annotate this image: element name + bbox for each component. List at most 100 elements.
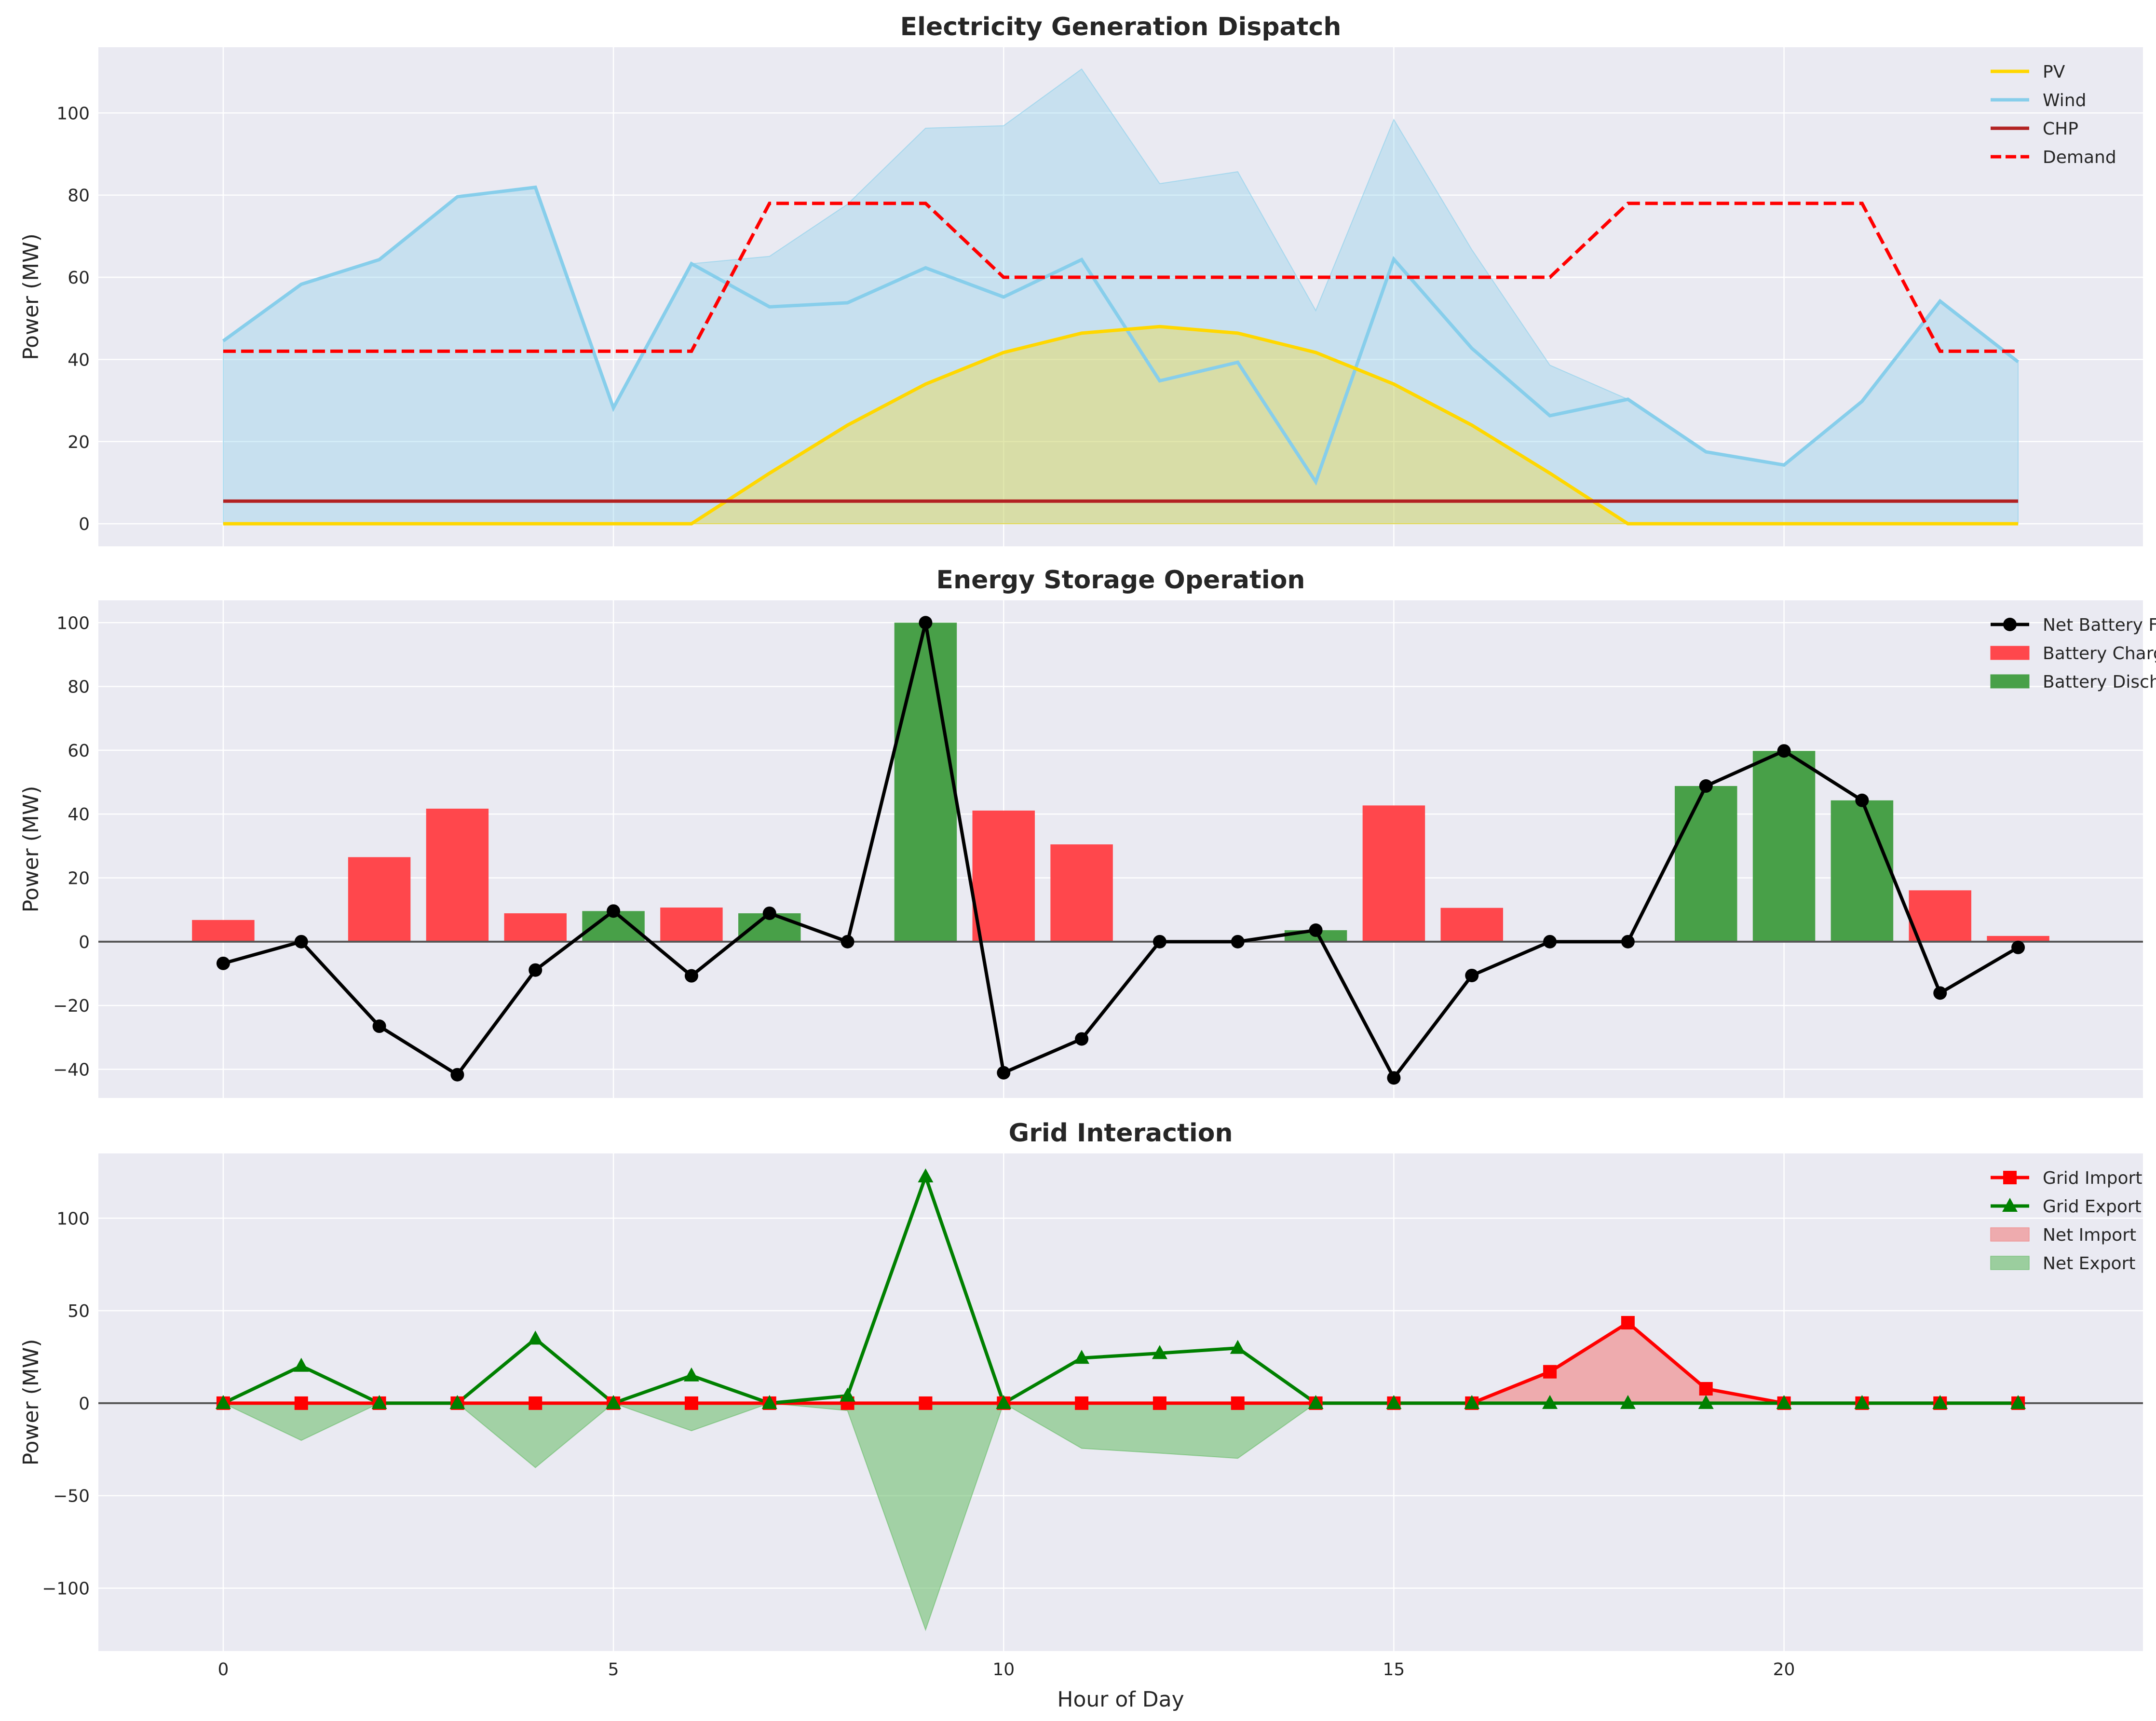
legend-label: PV bbox=[2043, 62, 2065, 82]
legend-marker bbox=[2003, 1171, 2017, 1184]
battery-charging-bar bbox=[426, 808, 489, 942]
grid-export-marker bbox=[528, 1330, 543, 1345]
legend-swatch bbox=[1990, 1256, 2030, 1270]
net-battery-flow-marker bbox=[919, 616, 933, 630]
grid-import-marker bbox=[1699, 1382, 1713, 1396]
grid-export-marker bbox=[293, 1357, 309, 1372]
net-battery-flow-marker bbox=[684, 969, 698, 983]
y-tick-label: 50 bbox=[68, 1301, 90, 1321]
net-battery-flow-marker bbox=[216, 956, 230, 970]
y-tick-label: 40 bbox=[68, 350, 90, 370]
legend-label: Net Export bbox=[2043, 1254, 2135, 1274]
grid-import-marker bbox=[919, 1396, 933, 1410]
net-battery-flow-marker bbox=[1309, 923, 1323, 937]
chart-title: Electricity Generation Dispatch bbox=[900, 13, 1342, 41]
net-battery-flow-marker bbox=[2011, 940, 2025, 954]
grid-import-marker bbox=[1075, 1396, 1089, 1410]
grid-export-marker bbox=[996, 1395, 1012, 1409]
y-axis-label: Power (MW) bbox=[19, 233, 43, 360]
grid-import-marker bbox=[294, 1396, 308, 1410]
grid-import-marker bbox=[1153, 1396, 1166, 1410]
net-battery-flow-line bbox=[222, 622, 2019, 1081]
net-battery-flow-marker bbox=[1621, 935, 1635, 949]
battery-discharging-bar bbox=[894, 623, 957, 942]
grid-export-marker bbox=[606, 1395, 622, 1409]
grid-export-marker bbox=[1230, 1340, 1246, 1354]
grid-import-marker bbox=[1621, 1316, 1635, 1330]
y-tick-label: 0 bbox=[79, 1394, 90, 1414]
x-tick-label: 15 bbox=[1383, 1660, 1405, 1680]
battery-charging-bar bbox=[192, 920, 255, 942]
x-tick-label: 5 bbox=[608, 1660, 619, 1680]
grid-export-marker bbox=[1386, 1395, 1402, 1409]
net-battery-flow-marker bbox=[1933, 986, 1947, 1000]
legend-label: Net Battery Flow bbox=[2043, 615, 2156, 635]
plot-area bbox=[98, 47, 2143, 546]
grid-export-marker bbox=[1932, 1395, 1948, 1409]
grid-export-marker bbox=[1776, 1395, 1792, 1409]
grid-export-marker bbox=[1308, 1395, 1324, 1409]
y-tick-label: 0 bbox=[79, 933, 90, 952]
net-battery-flow-marker bbox=[372, 1019, 386, 1033]
net-battery-flow-marker bbox=[1387, 1071, 1401, 1085]
grid-export-marker bbox=[1464, 1395, 1480, 1409]
y-tick-label: 60 bbox=[68, 268, 90, 288]
y-tick-label: 0 bbox=[79, 515, 90, 534]
y-tick-label: 20 bbox=[68, 869, 90, 889]
legend-label: Wind bbox=[2043, 91, 2086, 110]
net-battery-flow-marker bbox=[1855, 793, 1869, 807]
panel-2: −40 −20 0 20 40 60 80 100 Energy Storage Operati… bbox=[19, 566, 2156, 1098]
grid-import-marker bbox=[1231, 1396, 1245, 1410]
y-tick-label: 100 bbox=[56, 1209, 90, 1229]
net-battery-flow-marker bbox=[294, 935, 308, 949]
battery-charging-bar bbox=[1050, 844, 1113, 942]
battery-discharging-bar bbox=[1752, 751, 1816, 942]
x-tick-label: 0 bbox=[217, 1660, 229, 1680]
net-battery-flow-marker bbox=[1153, 935, 1166, 949]
grid-export-marker bbox=[215, 1395, 231, 1409]
battery-charging-bar bbox=[348, 857, 411, 942]
net-battery-flow-marker bbox=[1543, 935, 1557, 949]
legend-label: Grid Export bbox=[2043, 1197, 2142, 1217]
net-battery-flow-marker bbox=[1465, 968, 1479, 982]
x-tick-label: 10 bbox=[992, 1660, 1015, 1680]
y-tick-label: −100 bbox=[42, 1579, 90, 1599]
battery-charging-bar bbox=[1987, 935, 2049, 942]
grid-import-marker bbox=[684, 1396, 698, 1410]
battery-discharging-bar bbox=[1831, 800, 1894, 942]
y-tick-label: 100 bbox=[56, 613, 90, 633]
net-battery-flow-marker bbox=[450, 1068, 464, 1082]
legend-label: Battery Discharging bbox=[2043, 672, 2156, 692]
pv-line bbox=[223, 325, 2019, 526]
chart-title: Energy Storage Operation bbox=[936, 566, 1305, 595]
grid-export-marker bbox=[1854, 1395, 1870, 1409]
legend-label: Net Import bbox=[2043, 1225, 2136, 1245]
grid-import-line bbox=[223, 1320, 2019, 1405]
net-battery-flow-marker bbox=[1075, 1032, 1089, 1046]
battery-charging-bar bbox=[1362, 805, 1425, 942]
grid-import-marker bbox=[529, 1396, 542, 1410]
panel-1: 0 20 40 60 80 100 Electricity Generation Dispa… bbox=[19, 13, 2143, 546]
grid-export-marker bbox=[2010, 1395, 2026, 1409]
legend-label: Battery Charging bbox=[2043, 644, 2156, 664]
net-battery-flow-marker bbox=[1699, 779, 1713, 793]
grid-export-marker bbox=[1074, 1350, 1090, 1364]
net-battery-flow-marker bbox=[529, 963, 542, 977]
y-axis-label: Power (MW) bbox=[19, 786, 43, 913]
net-battery-flow-marker bbox=[607, 904, 621, 918]
battery-charging-bar bbox=[1909, 890, 1971, 942]
grid-export-marker bbox=[918, 1168, 934, 1182]
net-battery-flow-marker bbox=[841, 935, 854, 949]
panel-3: −100 −50 0 50 100 0 5 10 15 20 Grid Interaction Pow… bbox=[19, 1119, 2143, 1712]
x-axis-label: Hour of Day bbox=[1057, 1687, 1184, 1712]
y-tick-label: 60 bbox=[68, 741, 90, 761]
grid-export-marker bbox=[1542, 1395, 1558, 1409]
grid-import-marker bbox=[1543, 1365, 1557, 1379]
demand-line bbox=[223, 202, 2019, 353]
battery-charging-bar bbox=[972, 810, 1035, 942]
wind-line bbox=[222, 185, 2020, 486]
grid-export-marker bbox=[1698, 1395, 1714, 1409]
y-tick-label: 40 bbox=[68, 805, 90, 825]
legend-swatch bbox=[1990, 674, 2030, 689]
